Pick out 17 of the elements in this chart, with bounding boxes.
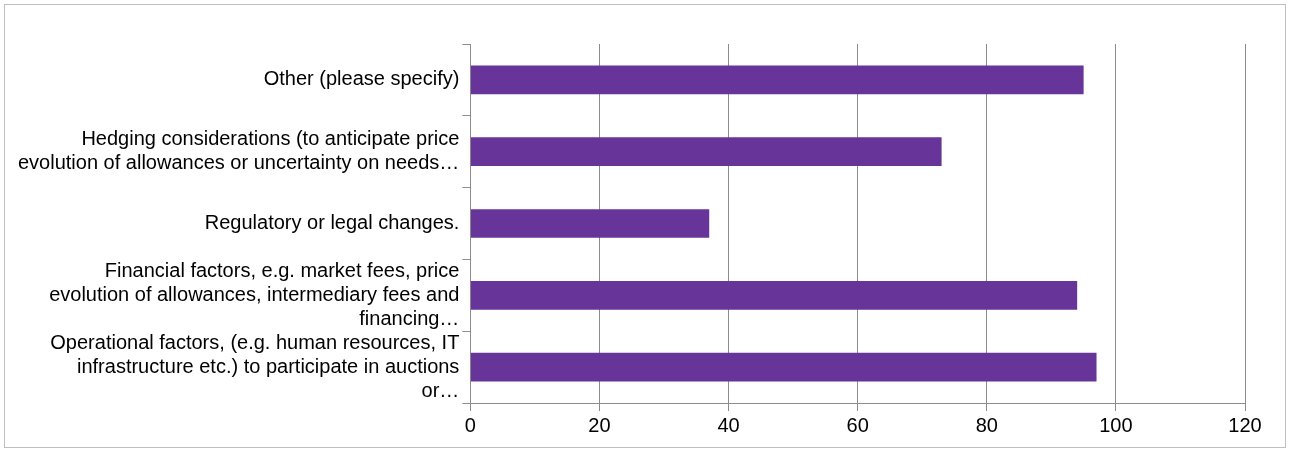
y-tick-label: Other (please specify) xyxy=(263,67,460,90)
bar xyxy=(470,137,942,167)
x-tick-label: 20 xyxy=(588,413,611,436)
y-tick-label: Hedging considerations (to anticipate price evolution of allowances or uncertainty on needs… xyxy=(17,127,460,174)
bar xyxy=(470,209,710,238)
bar xyxy=(470,280,1078,310)
y-tick-label: Operational factors, (e.g. human resources, IT infrastructure etc.) to participate in auctions or… xyxy=(50,330,460,401)
y-tick-label: Regulatory or legal changes. xyxy=(204,211,460,234)
x-tick-label: 60 xyxy=(846,413,869,436)
x-tick-label: 120 xyxy=(1228,413,1262,436)
bar xyxy=(470,352,1097,382)
x-tick-label: 0 xyxy=(464,413,476,436)
y-tick-label: Financial factors, e.g. market fees, price evolution of allowances, intermediary fees and financing… xyxy=(49,258,460,329)
x-tick-label: 100 xyxy=(1099,413,1133,436)
x-tick-label: 40 xyxy=(717,413,740,436)
x-tick-label: 80 xyxy=(975,413,998,436)
bar xyxy=(470,65,1084,95)
